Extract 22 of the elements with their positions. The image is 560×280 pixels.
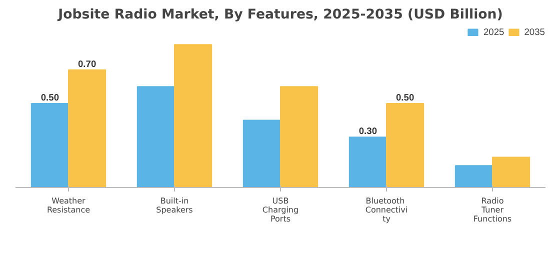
data-label: 0.30 — [358, 126, 378, 136]
data-label: 0.50 — [396, 92, 414, 102]
legend-label: 2035 — [524, 27, 545, 37]
x-tick-label: Built-in Speakers — [156, 196, 193, 214]
data-label: 0.50 — [40, 92, 60, 102]
bar — [280, 86, 318, 188]
bar — [30, 102, 69, 188]
bar — [242, 120, 281, 188]
x-tick-label: Bluetooth Connectivity — [365, 196, 408, 224]
bar — [136, 86, 175, 188]
bar — [348, 136, 387, 188]
chart-title: Jobsite Radio Market, By Features, 2025-2035 (USD Billion) — [57, 8, 503, 22]
bar — [174, 44, 212, 188]
data-label: 0.70 — [78, 58, 96, 69]
x-tick-label: Radio Tuner Functions — [473, 196, 512, 224]
bar — [454, 165, 493, 188]
x-tick-label: USB Charging Ports — [262, 196, 299, 224]
bar — [492, 156, 530, 188]
legend-label: 2025 — [483, 27, 504, 37]
bar — [386, 102, 424, 188]
x-tick-label: Weather Resistance — [46, 196, 90, 214]
bar — [68, 69, 106, 188]
